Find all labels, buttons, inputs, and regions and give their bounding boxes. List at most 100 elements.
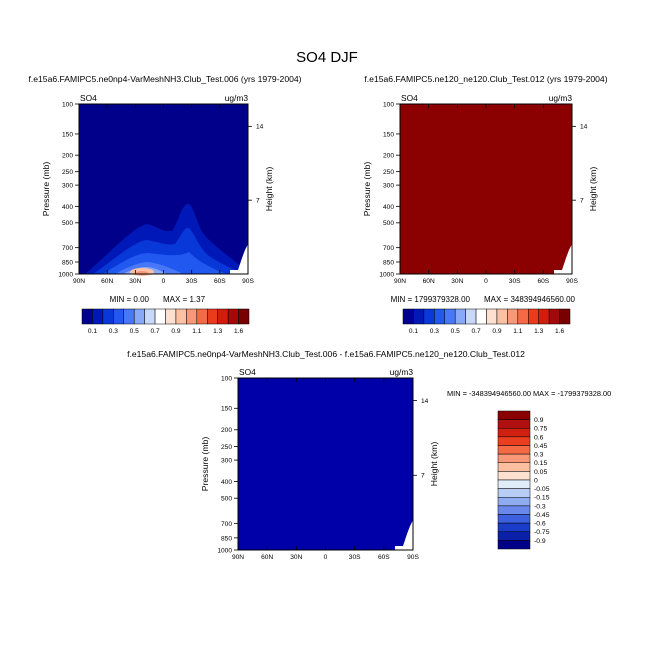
y2-tick-label: 7 (580, 198, 584, 205)
max-label: MAX = -1799379328.00 (533, 389, 611, 398)
colorbar-box (196, 308, 208, 325)
colorbar-label: -0.45 (534, 512, 550, 519)
y-tick-label: 500 (383, 220, 394, 227)
colorbar-box (497, 410, 531, 420)
colorbar-label: 0 (534, 477, 538, 484)
topography-mask (554, 244, 572, 274)
colorbar-box (227, 308, 239, 325)
y2-axis-title: Height (km) (264, 167, 274, 212)
y-tick-label: 700 (221, 521, 232, 528)
y2-tick-label: 14 (580, 124, 588, 131)
colorbar-label: 1.6 (234, 328, 243, 335)
y-tick-label: 100 (221, 375, 232, 382)
colorbar-label: 0.05 (534, 469, 547, 476)
colorbar-box (497, 479, 531, 489)
topography-mask (395, 520, 413, 550)
y-axis-title: Pressure (mb) (362, 162, 372, 217)
min-label: MIN = 0.00 (110, 295, 150, 304)
colorbar-box (81, 308, 93, 325)
colorbar-box (123, 308, 135, 325)
units-label: ug/m3 (225, 93, 249, 103)
units-label: ug/m3 (549, 93, 573, 103)
colorbar-box (497, 419, 531, 429)
colorbar-box (207, 308, 218, 325)
y-tick-label: 700 (62, 245, 73, 252)
colorbar-box (402, 308, 414, 325)
colorbar-panel-2: 0.1 0.3 0.5 0.7 0.9 1.1 1.3 1.6 (402, 308, 571, 335)
y-tick-label: 200 (221, 427, 232, 434)
y-tick-label: 400 (62, 204, 73, 211)
colorbar-box (497, 462, 531, 472)
plot-area (238, 378, 413, 550)
panels: f.e15a6.FAMIPC5.ne0np4-VarMeshNH3.Club_T… (28, 74, 611, 561)
colorbar-diff: 0.9 0.750.6 0.45 0.30.15 0.050 -0.05 -0.15-0.3… (497, 410, 550, 550)
colorbar-box (434, 308, 445, 325)
colorbar-box (497, 436, 531, 446)
x-tick-label: 0 (324, 554, 328, 561)
y-tick-label: 250 (383, 169, 394, 176)
y-tick-label: 300 (221, 457, 232, 464)
y2-tick-label: 14 (256, 124, 264, 131)
colorbar-box (186, 308, 198, 325)
y-tick-label: 850 (221, 535, 232, 542)
variable-label: SO4 (401, 93, 418, 103)
colorbar-box (133, 308, 145, 325)
y-tick-label: 250 (221, 444, 232, 451)
colorbar-box (413, 308, 425, 325)
x-tick-label: 0 (484, 278, 488, 285)
x-tick-label: 90S (407, 554, 419, 561)
x-tick-label: 90S (242, 278, 254, 285)
colorbar-box (497, 445, 531, 455)
colorbar-box (497, 540, 531, 550)
colorbar-label: 0.5 (130, 328, 139, 335)
y-tick-label: 150 (383, 131, 394, 138)
y-tick-label: 1000 (217, 547, 232, 554)
contour-fills (85, 203, 243, 276)
y2-axis-title: Height (km) (588, 167, 598, 212)
x-tick-label: 30S (509, 278, 521, 285)
y-tick-label: 1000 (58, 271, 73, 278)
colorbar-box (144, 308, 156, 325)
x-tick-label: 90S (566, 278, 578, 285)
colorbar-label: 0.15 (534, 460, 547, 467)
panel-p3: f.e15a6.FAMIPC5.ne0np4-VarMeshNH3.Club_T… (127, 349, 611, 561)
colorbar-label: -0.15 (534, 495, 550, 502)
colorbar-box (517, 308, 529, 325)
y-tick-label: 400 (221, 479, 232, 486)
y-tick-label: 150 (221, 406, 232, 413)
y-axis-title: Pressure (mb) (200, 437, 210, 492)
topography-mask (230, 244, 248, 274)
y-tick-label: 500 (221, 496, 232, 503)
y-tick-label: 300 (62, 183, 73, 190)
colorbar-box (559, 308, 571, 325)
colorbar-box (238, 308, 250, 325)
x-tick-label: 30N (129, 278, 141, 285)
colorbar-box (423, 308, 435, 325)
y2-tick-label: 7 (256, 198, 260, 205)
colorbar-box (175, 308, 187, 325)
colorbar-box (465, 308, 477, 325)
x-tick-label: 60S (378, 554, 390, 561)
colorbars: 0.1 0.3 0.5 0.7 0.9 1.1 1.3 1.6 0.1 0.3 0.5 0.7 0.9 1… (81, 308, 571, 550)
y-tick-label: 700 (383, 245, 394, 252)
y-tick-label: 250 (62, 169, 73, 176)
colorbar-label: -0.05 (534, 486, 550, 493)
y2-tick-label: 14 (421, 398, 429, 405)
y-tick-label: 1000 (379, 271, 394, 278)
colorbar-label: -0.75 (534, 529, 550, 536)
colorbar-label: 0.6 (534, 434, 544, 441)
y-axis-title: Pressure (mb) (41, 162, 51, 217)
colorbar-box (497, 514, 531, 524)
y-tick-label: 850 (383, 259, 394, 266)
colorbar-label: 0.3 (109, 328, 118, 335)
colorbar-label: 0.1 (88, 328, 97, 335)
colorbar-box (496, 308, 508, 325)
colorbar-box (497, 453, 531, 463)
y-tick-label: 400 (383, 204, 394, 211)
x-tick-label: 60N (423, 278, 435, 285)
panel-p2: f.e15a6.FAMIPC5.ne120_ne120.Club_Test.01… (362, 74, 608, 304)
colorbar-box (165, 308, 177, 325)
colorbar-label: 0.9 (534, 417, 544, 424)
colorbar-label: -0.6 (534, 521, 546, 528)
